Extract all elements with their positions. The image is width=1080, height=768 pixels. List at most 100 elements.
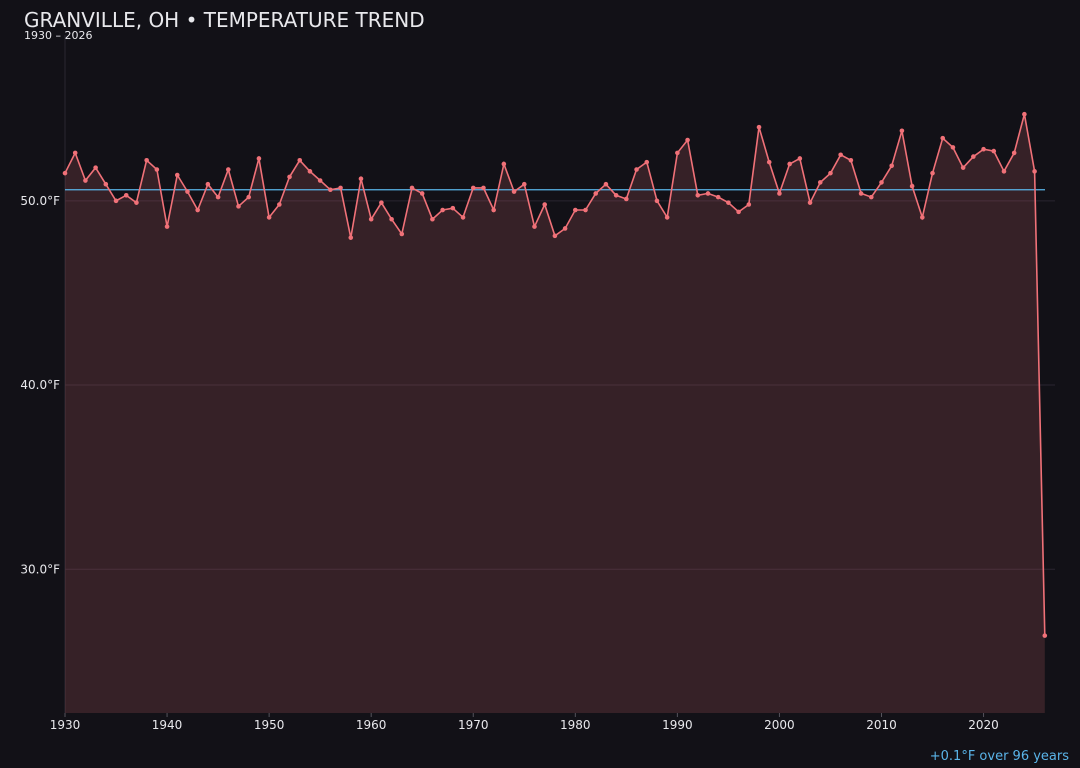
- point: [419, 191, 425, 196]
- point: [470, 185, 476, 191]
- point: [971, 154, 976, 159]
- point: [705, 191, 711, 196]
- point: [909, 183, 915, 189]
- point: [93, 165, 98, 170]
- point: [328, 187, 333, 193]
- x-tick-label: 2010: [866, 718, 897, 732]
- point: [879, 180, 884, 185]
- x-tick-label: 2020: [968, 718, 999, 732]
- point: [746, 202, 752, 207]
- point: [338, 185, 343, 191]
- point: [726, 200, 731, 205]
- point: [287, 174, 292, 180]
- point: [266, 215, 272, 220]
- point: [766, 159, 772, 165]
- point: [552, 233, 558, 239]
- point: [277, 202, 282, 207]
- point: [542, 202, 547, 207]
- point: [185, 189, 190, 194]
- point: [460, 215, 466, 220]
- point: [634, 167, 639, 172]
- x-tick-label: 1980: [560, 718, 591, 732]
- point: [399, 231, 405, 237]
- x-tick-label: 1960: [356, 718, 387, 732]
- point: [511, 189, 517, 194]
- point: [246, 194, 252, 200]
- point: [858, 191, 864, 196]
- point: [715, 194, 721, 200]
- point: [83, 178, 88, 183]
- area: [65, 114, 1045, 713]
- point: [940, 135, 946, 141]
- point: [72, 150, 78, 156]
- point: [930, 170, 935, 176]
- point: [307, 169, 313, 174]
- point: [103, 181, 109, 187]
- point: [440, 207, 445, 213]
- point: [797, 156, 803, 161]
- point: [154, 167, 160, 172]
- point: [113, 198, 119, 204]
- point: [297, 157, 303, 163]
- point: [501, 161, 507, 167]
- x-tick-label: 1990: [662, 718, 693, 732]
- point: [481, 185, 486, 191]
- point: [62, 170, 68, 176]
- point: [195, 207, 200, 213]
- point: [491, 207, 496, 213]
- point: [817, 180, 823, 185]
- point: [613, 192, 619, 198]
- point: [838, 152, 843, 158]
- point: [430, 216, 435, 222]
- point: [164, 224, 170, 229]
- point: [593, 191, 599, 196]
- point: [1001, 169, 1007, 174]
- x-tick-label: 2000: [764, 718, 795, 732]
- chart-subtitle: 1930 – 2026: [24, 29, 92, 42]
- point: [889, 163, 895, 169]
- x-tick-label: 1970: [458, 718, 489, 732]
- y-tick-label: 40.0°F: [20, 378, 60, 392]
- y-tick-label: 30.0°F: [20, 562, 60, 576]
- point: [960, 165, 966, 170]
- point: [756, 124, 762, 130]
- point: [675, 150, 680, 156]
- point: [603, 181, 609, 187]
- point: [787, 161, 792, 167]
- point: [950, 145, 956, 150]
- point: [777, 191, 782, 196]
- point: [236, 204, 241, 209]
- point: [573, 207, 578, 213]
- point: [368, 216, 374, 222]
- point: [256, 156, 262, 161]
- point: [685, 137, 690, 143]
- point: [654, 198, 660, 204]
- point: [1032, 169, 1037, 174]
- point: [920, 215, 925, 220]
- x-tick-label: 1940: [152, 718, 183, 732]
- point: [1022, 111, 1027, 117]
- point: [664, 215, 670, 220]
- point: [348, 235, 354, 240]
- point: [736, 209, 741, 215]
- point: [389, 216, 394, 222]
- point: [532, 224, 537, 229]
- point: [899, 128, 905, 134]
- point: [123, 192, 129, 198]
- point: [1011, 150, 1017, 156]
- point: [695, 192, 701, 198]
- x-tick-label: 1930: [50, 718, 81, 732]
- point: [317, 178, 323, 183]
- point: [644, 159, 650, 165]
- point: [991, 148, 997, 154]
- point: [358, 176, 364, 182]
- point: [807, 200, 813, 205]
- point: [848, 157, 854, 163]
- point: [215, 194, 221, 200]
- chart-title: GRANVILLE, OH • TEMPERATURE TREND: [24, 8, 425, 32]
- y-tick-label: 50.0°F: [20, 194, 60, 208]
- point: [981, 146, 986, 152]
- point: [583, 207, 588, 213]
